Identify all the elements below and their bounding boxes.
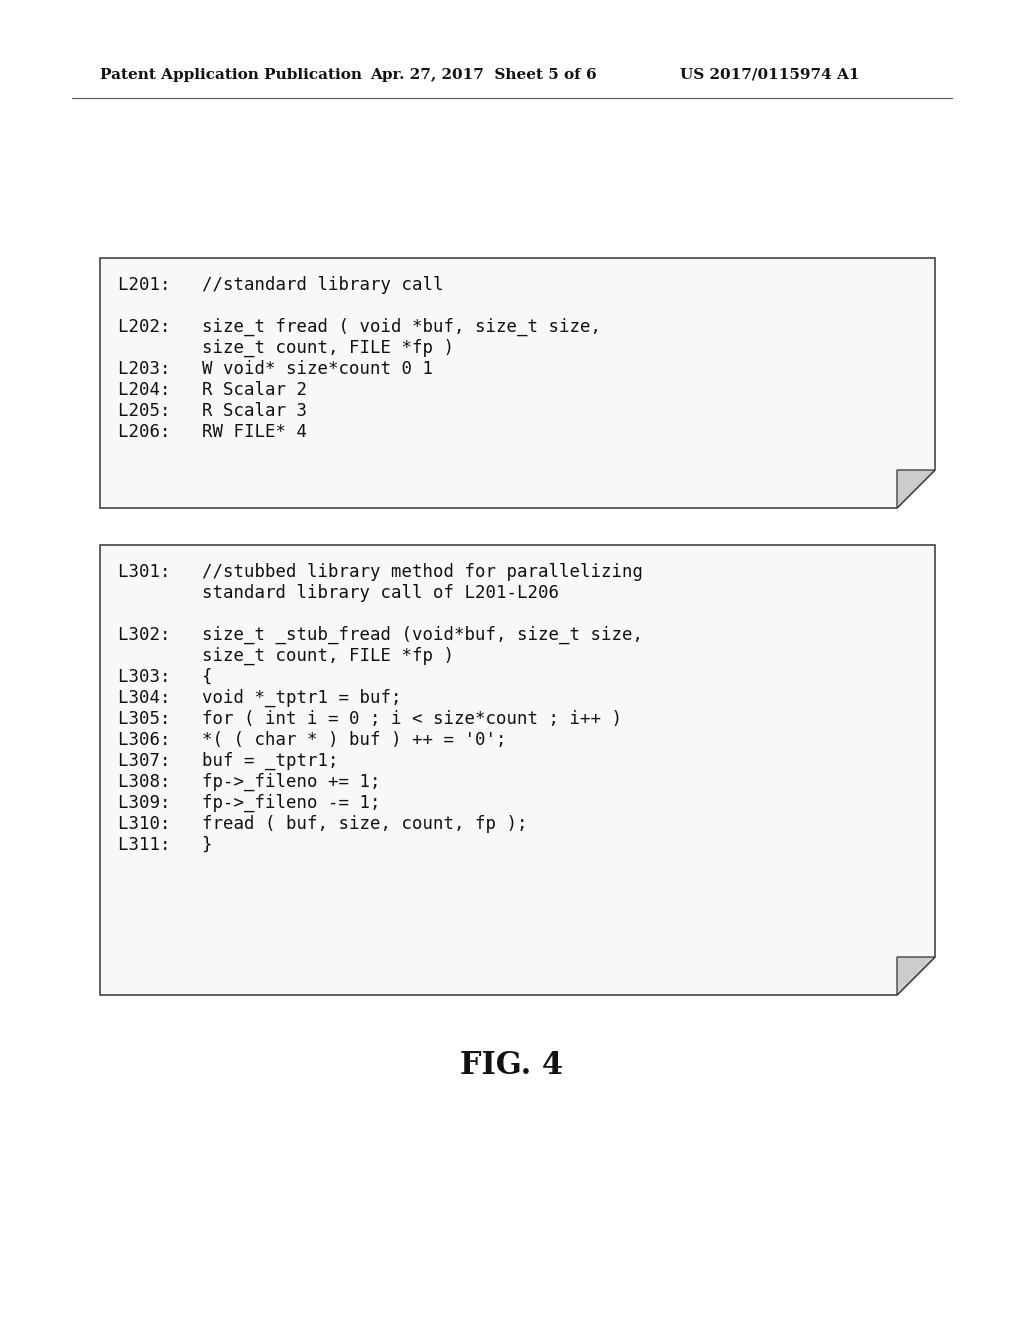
Text: standard library call of L201-L206: standard library call of L201-L206 xyxy=(118,583,559,602)
Polygon shape xyxy=(100,257,935,508)
Text: L303:   {: L303: { xyxy=(118,668,213,686)
Text: L309:   fp->_fileno -= 1;: L309: fp->_fileno -= 1; xyxy=(118,795,381,812)
Text: L205:   R Scalar 3: L205: R Scalar 3 xyxy=(118,403,307,420)
Text: US 2017/0115974 A1: US 2017/0115974 A1 xyxy=(680,69,859,82)
Text: L302:   size_t _stub_fread (void*buf, size_t size,: L302: size_t _stub_fread (void*buf, size… xyxy=(118,626,643,644)
Text: L203:   W void* size*count 0 1: L203: W void* size*count 0 1 xyxy=(118,360,433,378)
Text: L206:   RW FILE* 4: L206: RW FILE* 4 xyxy=(118,422,307,441)
Text: L307:   buf = _tptr1;: L307: buf = _tptr1; xyxy=(118,752,339,771)
Text: L305:   for ( int i = 0 ; i < size*count ; i++ ): L305: for ( int i = 0 ; i < size*count ;… xyxy=(118,710,622,729)
Text: size_t count, FILE *fp ): size_t count, FILE *fp ) xyxy=(118,647,454,665)
Text: L308:   fp->_fileno += 1;: L308: fp->_fileno += 1; xyxy=(118,774,381,791)
Polygon shape xyxy=(897,957,935,995)
Polygon shape xyxy=(897,470,935,508)
Text: L306:   *( ( char * ) buf ) ++ = '0';: L306: *( ( char * ) buf ) ++ = '0'; xyxy=(118,731,507,748)
Text: L201:   //standard library call: L201: //standard library call xyxy=(118,276,443,294)
Text: L311:   }: L311: } xyxy=(118,836,213,854)
Text: FIG. 4: FIG. 4 xyxy=(461,1049,563,1081)
Text: L202:   size_t fread ( void *buf, size_t size,: L202: size_t fread ( void *buf, size_t s… xyxy=(118,318,601,337)
Text: L204:   R Scalar 2: L204: R Scalar 2 xyxy=(118,381,307,399)
Text: size_t count, FILE *fp ): size_t count, FILE *fp ) xyxy=(118,339,454,358)
Text: L304:   void *_tptr1 = buf;: L304: void *_tptr1 = buf; xyxy=(118,689,401,708)
Text: L301:   //stubbed library method for parallelizing: L301: //stubbed library method for paral… xyxy=(118,564,643,581)
Polygon shape xyxy=(100,545,935,995)
Text: Patent Application Publication: Patent Application Publication xyxy=(100,69,362,82)
Text: L310:   fread ( buf, size, count, fp );: L310: fread ( buf, size, count, fp ); xyxy=(118,814,527,833)
Text: Apr. 27, 2017  Sheet 5 of 6: Apr. 27, 2017 Sheet 5 of 6 xyxy=(370,69,597,82)
